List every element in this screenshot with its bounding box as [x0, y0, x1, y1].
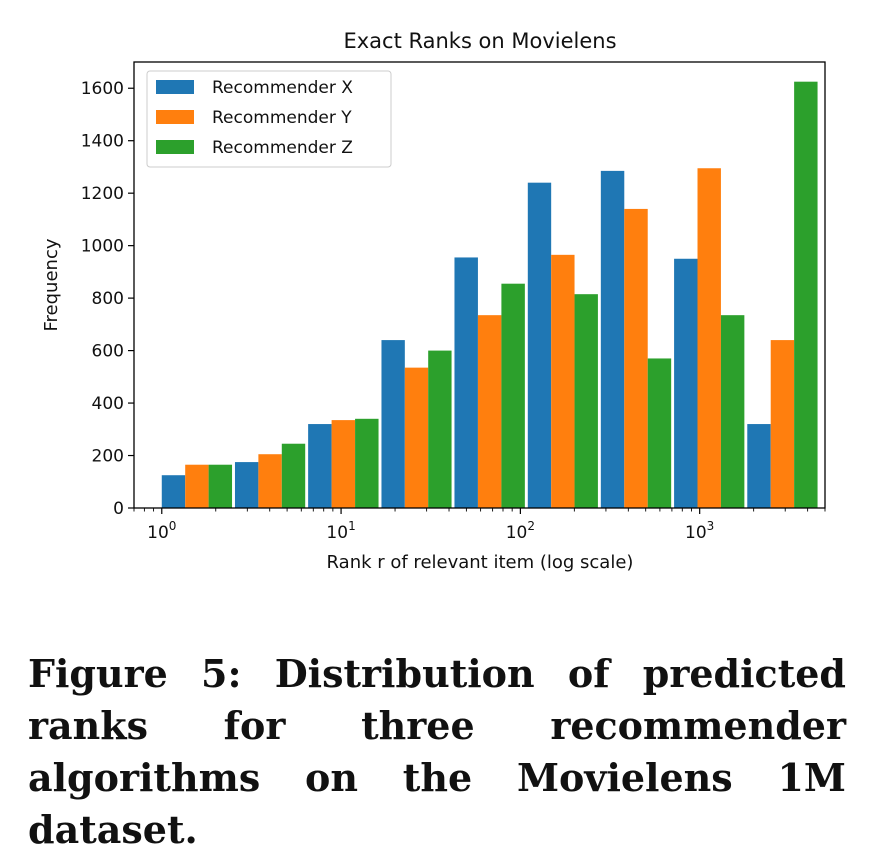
y-axis: 0 200 400 600 800 1000 1200 1400 1600	[81, 79, 134, 519]
y-axis-label: Frequency	[41, 238, 62, 331]
y-tick-label: 400	[92, 394, 124, 414]
legend-box	[146, 70, 392, 168]
plot-frame	[133, 61, 826, 509]
x-tick-label: 100	[147, 519, 176, 543]
bar-recommender-x-bin-5	[454, 257, 478, 508]
y-tick-label: 1400	[81, 132, 124, 152]
legend-swatch	[156, 140, 194, 154]
bar-recommender-x-bin-7	[600, 170, 625, 508]
bar-recommender-y-bin-4	[404, 367, 429, 508]
legend-swatch	[156, 80, 194, 94]
legend-label: Recommender Y	[212, 108, 352, 128]
x-tick-label: 103	[685, 519, 714, 543]
y-tick-label: 1000	[81, 237, 124, 257]
bar-recommender-x-bin-6	[527, 182, 552, 508]
x-axis: 100 101 102 103	[133, 508, 826, 543]
figure-caption: Figure 5: Distribution of predicted rank…	[28, 651, 846, 852]
bar-recommender-x-bin-2	[234, 462, 259, 508]
bar-recommender-z-bin-6	[574, 294, 598, 508]
bar-recommender-x-bin-8	[674, 258, 698, 508]
bar-recommender-z-bin-7	[647, 358, 672, 508]
y-tick-label: 600	[92, 342, 124, 362]
bar-recommender-z-bin-5	[501, 283, 525, 508]
bar-recommender-x-bin-9	[747, 424, 771, 508]
legend: Recommender X Recommender Y Recommender Z	[146, 70, 392, 168]
y-tick-label: 0	[113, 499, 124, 519]
bar-recommender-y-bin-5	[477, 315, 502, 508]
bar-recommender-z-bin-1	[208, 464, 233, 508]
chart: Exact Ranks on Movielens 0 200 400 600 800 10…	[41, 29, 826, 573]
x-axis-label: Rank r of relevant item (log scale)	[327, 552, 634, 573]
bar-recommender-x-bin-4	[381, 340, 405, 508]
bar-recommender-y-bin-1	[185, 464, 209, 508]
bar-recommender-y-bin-9	[770, 340, 795, 508]
y-tick-label: 1200	[81, 184, 124, 204]
bar-recommender-z-bin-2	[281, 443, 306, 508]
legend-label: Recommender X	[212, 78, 353, 98]
x-tick-label: 101	[326, 519, 355, 543]
bars-layer	[161, 81, 818, 509]
bar-recommender-z-bin-4	[428, 350, 452, 508]
bar-recommender-y-bin-7	[624, 208, 648, 509]
y-tick-label: 800	[92, 289, 124, 309]
legend-swatch	[156, 110, 194, 124]
bar-recommender-x-bin-3	[308, 424, 332, 508]
bar-recommender-y-bin-6	[551, 254, 575, 508]
legend-label: Recommender Z	[212, 138, 353, 158]
bar-recommender-y-bin-2	[258, 454, 282, 508]
bar-recommender-y-bin-8	[697, 168, 721, 508]
bar-recommender-z-bin-9	[794, 81, 818, 509]
bar-recommender-z-bin-8	[720, 315, 745, 508]
bar-recommender-y-bin-3	[331, 420, 356, 508]
y-tick-label: 1600	[81, 79, 124, 99]
x-tick-label: 102	[506, 519, 535, 543]
y-tick-label: 200	[92, 447, 124, 467]
bar-recommender-z-bin-3	[355, 418, 379, 508]
bar-recommender-x-bin-1	[161, 475, 186, 508]
chart-title: Exact Ranks on Movielens	[343, 29, 616, 53]
